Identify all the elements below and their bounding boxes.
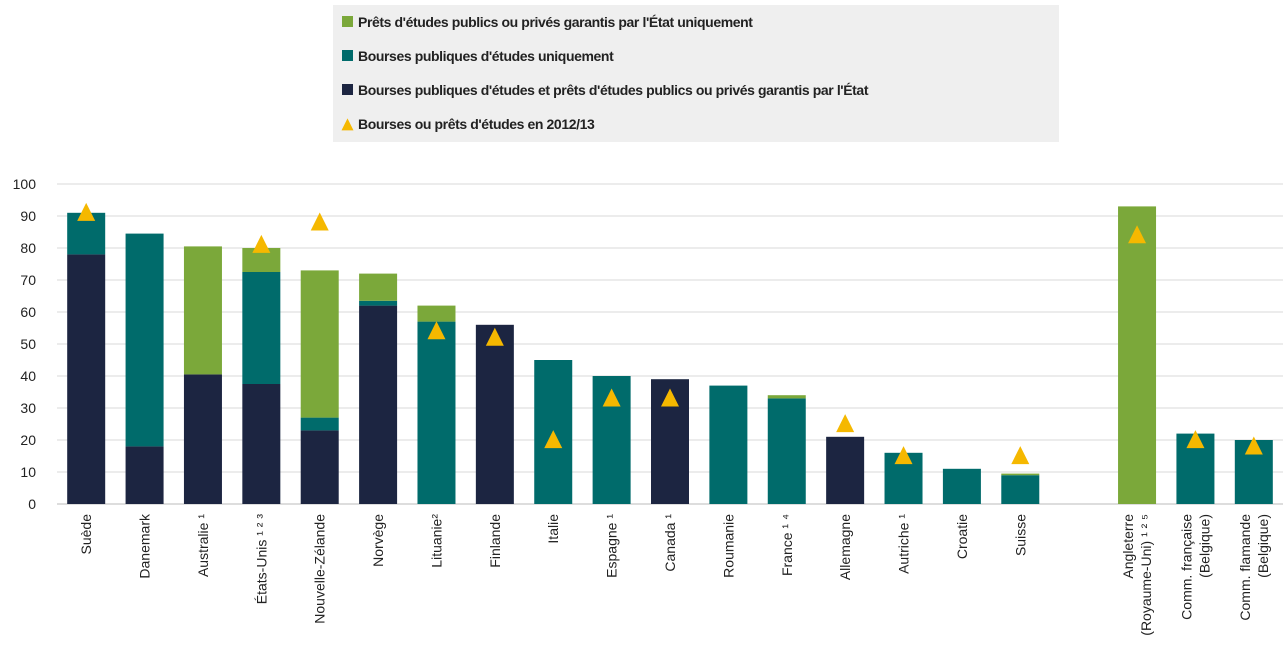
x-tick-label: Suède (78, 514, 94, 555)
bar-segment (767, 398, 806, 504)
x-label-group: Allemagne (837, 514, 853, 580)
bar-segment (359, 300, 398, 306)
marker-triangle (77, 202, 96, 221)
x-tick-label: Australie ¹ (195, 514, 211, 577)
bar-segment (359, 305, 398, 504)
legend-swatch (342, 84, 353, 95)
x-tick-label: Lituanie² (428, 514, 444, 568)
bar-segment (417, 305, 456, 322)
x-label-group: États-Unis ¹ ² ³ (253, 514, 269, 605)
bar-segment (300, 270, 339, 418)
x-tick-label: Angleterre (Royaume-Uni) ¹ ² ⁵ (1120, 514, 1154, 636)
legend-label: Bourses ou prêts d'études en 2012/13 (358, 116, 595, 132)
marker-triangle (894, 446, 913, 465)
legend-swatch (341, 118, 354, 131)
x-label-group: Lituanie² (428, 514, 444, 568)
x-tick-label: Finlande (487, 514, 503, 568)
x-label-group: Finlande (487, 514, 503, 568)
marker-triangle (310, 212, 329, 231)
bar-segment (417, 321, 456, 504)
marker-triangle (485, 327, 504, 346)
marker-triangle (836, 414, 855, 433)
bar-segment (300, 417, 339, 431)
legend-box (333, 5, 1059, 142)
marker-triangle (427, 321, 446, 340)
x-tick-label: Norvège (370, 514, 386, 567)
bar-segment (1118, 206, 1157, 504)
marker-triangle (252, 234, 271, 253)
x-tick-label: Allemagne (837, 514, 853, 580)
y-tick-label: 40 (20, 368, 36, 384)
x-tick-label: Canada ¹ (662, 514, 678, 572)
bar-segment (67, 254, 106, 504)
x-label-group: Danemark (137, 513, 153, 579)
bar-segment (1001, 475, 1040, 504)
y-tick-label: 20 (20, 432, 36, 448)
x-label-group: Canada ¹ (662, 514, 678, 572)
legend-swatch (342, 16, 353, 27)
x-label-group: Suisse (1012, 514, 1028, 556)
legend-label: Prêts d'études publics ou privés garanti… (358, 14, 753, 30)
y-tick-label: 50 (20, 336, 36, 352)
bar-segment (1001, 473, 1040, 476)
legend-label: Bourses publiques d'études uniquement (358, 48, 614, 64)
x-label-group: Comm. flamande (Belgique) (1237, 514, 1271, 621)
x-tick-label: Nouvelle-Zélande (312, 514, 328, 624)
x-tick-label: États-Unis ¹ ² ³ (253, 514, 269, 605)
marker-triangle (1244, 436, 1263, 455)
x-tick-label: Croatie (954, 514, 970, 559)
bar-segment (125, 233, 164, 447)
bar-segment (709, 385, 748, 504)
marker-triangle (544, 430, 563, 449)
marker-triangle (1128, 225, 1147, 244)
x-tick-label: Danemark (137, 513, 153, 579)
y-tick-label: 100 (13, 176, 37, 192)
x-label-group: Suède (78, 514, 94, 555)
bar-segment (125, 446, 164, 504)
x-tick-label: Suisse (1012, 514, 1028, 556)
x-tick-label: France ¹ ⁴ (779, 514, 795, 576)
marker-triangle (602, 388, 621, 407)
bar-segment (183, 374, 222, 504)
legend-swatch (342, 50, 353, 61)
x-tick-label: Comm. française (Belgique) (1178, 514, 1212, 620)
y-tick-label: 60 (20, 304, 36, 320)
legend-label: Bourses publiques d'études et prêts d'ét… (358, 82, 869, 98)
marker-triangle (661, 388, 679, 407)
x-label-group: Autriche ¹ (896, 514, 912, 574)
y-tick-label: 70 (20, 272, 36, 288)
x-label-group: Angleterre (Royaume-Uni) ¹ ² ⁵ (1120, 514, 1154, 636)
x-tick-label: Roumanie (720, 514, 736, 578)
bar-segment (767, 395, 806, 399)
x-tick-label: Autriche ¹ (896, 514, 912, 574)
bar-segment (826, 436, 865, 504)
x-label-group: Italie (545, 514, 561, 544)
x-label-group: France ¹ ⁴ (779, 514, 795, 576)
x-label-group: Roumanie (720, 514, 736, 578)
bar-segment (242, 384, 281, 504)
marker-triangle (1186, 430, 1205, 449)
x-label-group: Espagne ¹ (604, 514, 620, 578)
y-tick-label: 80 (20, 240, 36, 256)
y-tick-label: 10 (20, 464, 36, 480)
x-label-group: Norvège (370, 514, 386, 567)
y-tick-label: 0 (28, 496, 36, 512)
bar-segment (183, 246, 222, 375)
x-tick-label: Comm. flamande (Belgique) (1237, 514, 1271, 621)
bar-segment (942, 468, 981, 504)
bar-segment (475, 324, 514, 504)
y-tick-label: 30 (20, 400, 36, 416)
bar-segment (300, 430, 339, 504)
bar-segment (242, 272, 281, 384)
x-label-group: Croatie (954, 514, 970, 559)
x-label-group: Comm. française (Belgique) (1178, 514, 1212, 620)
x-tick-label: Espagne ¹ (604, 514, 620, 578)
marker-triangle (1011, 446, 1030, 465)
y-tick-label: 90 (20, 208, 36, 224)
bar-segment (359, 273, 398, 301)
x-label-group: Australie ¹ (195, 514, 211, 577)
x-tick-label: Italie (545, 514, 561, 544)
x-label-group: Nouvelle-Zélande (312, 514, 328, 624)
